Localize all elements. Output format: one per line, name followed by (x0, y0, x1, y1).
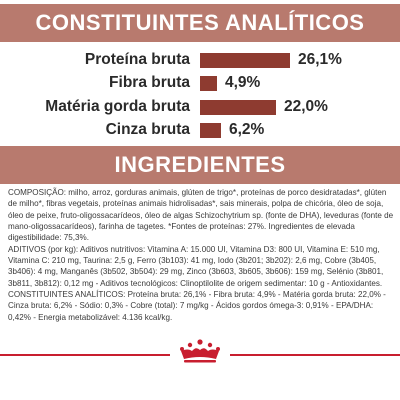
ingredients-heading-banner: INGREDIENTES (0, 146, 400, 184)
nutrient-value: 22,0% (284, 98, 328, 115)
ingredients-heading: INGREDIENTES (114, 152, 286, 177)
nutrient-bar (200, 53, 290, 68)
nutrient-bar (200, 123, 221, 138)
nutrient-bar (200, 76, 217, 91)
nutrient-row-fiber: Fibra bruta 4,9% (0, 72, 400, 94)
nutrient-label: Fibra bruta (109, 74, 190, 91)
nutrient-value: 26,1% (298, 51, 342, 68)
nutrient-bar (200, 100, 276, 115)
additives-paragraph: ADITIVOS (por kg): Aditivos nutritivos: … (8, 244, 384, 288)
nutrient-row-protein: Proteína bruta 26,1% (0, 49, 400, 71)
footer-rule-left (0, 354, 170, 356)
analytics-heading: CONSTITUINTES ANALÍTICOS (35, 10, 365, 35)
ingredients-text-block: COMPOSIÇÃO: milho, arroz, gorduras anima… (8, 187, 396, 323)
analytics-heading-banner: CONSTITUINTES ANALÍTICOS (0, 4, 400, 42)
nutrient-value: 4,9% (225, 74, 261, 91)
footer-rule-right (230, 354, 400, 356)
constituents-paragraph: CONSTITUINTES ANALÍTICOS: Proteína bruta… (8, 290, 386, 322)
crown-logo-icon (180, 339, 220, 363)
nutrient-label: Proteína bruta (84, 51, 190, 68)
nutrient-row-fat: Matéria gorda bruta 22,0% (0, 96, 400, 118)
nutrient-row-ash: Cinza bruta 6,2% (0, 119, 400, 141)
nutrient-label: Cinza bruta (105, 121, 190, 138)
composition-paragraph: COMPOSIÇÃO: milho, arroz, gorduras anima… (8, 188, 394, 243)
nutrient-label: Matéria gorda bruta (45, 98, 190, 115)
nutrient-value: 6,2% (229, 121, 265, 138)
